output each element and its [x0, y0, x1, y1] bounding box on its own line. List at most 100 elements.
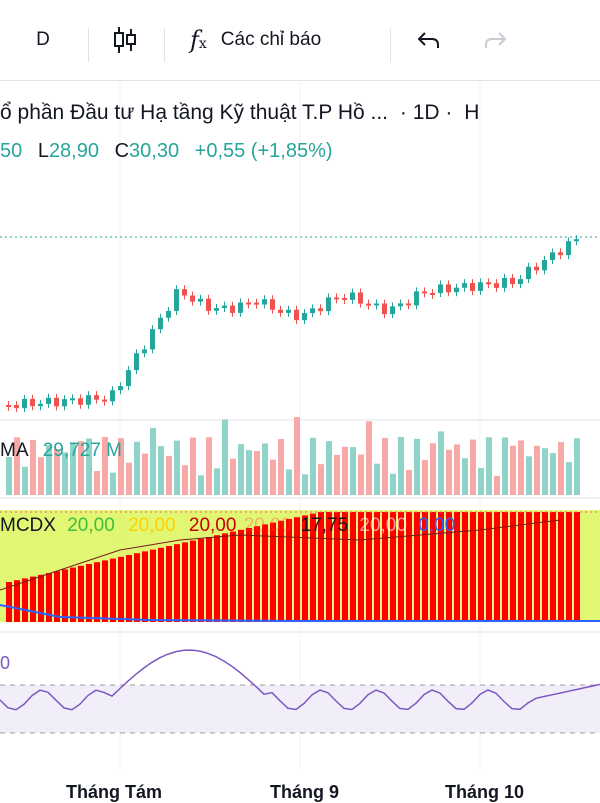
- mcdx-blue-line: [0, 604, 600, 622]
- candle-body: [134, 353, 139, 371]
- volume-bar: [222, 419, 228, 495]
- volume-bar: [566, 462, 572, 495]
- mcdx-bar: [510, 512, 516, 622]
- x-axis-label-oct: Tháng 10: [445, 782, 525, 802]
- mcdx-bar: [70, 567, 76, 622]
- symbol-name[interactable]: ổ phần Đầu tư Hạ tầng Kỹ thuật T.P Hồ ..…: [0, 101, 389, 124]
- symbol-trailing: H: [464, 101, 480, 124]
- mcdx-bar: [54, 571, 60, 622]
- candle-chart-type-icon[interactable]: [108, 22, 142, 58]
- volume-bar: [374, 463, 380, 495]
- toolbar-divider: [88, 28, 89, 62]
- volume-bar: [302, 474, 308, 495]
- rsi-indicator: [0, 649, 600, 734]
- mcdx-bar: [174, 544, 180, 622]
- volume-bar: [206, 437, 212, 495]
- low-value: 28,90: [48, 140, 99, 162]
- candle-body: [350, 292, 355, 300]
- candle-body: [390, 306, 395, 315]
- mcdx-bar: [334, 512, 340, 622]
- mcdx-bar: [30, 576, 36, 622]
- volume-bar: [190, 437, 196, 495]
- mcdx-bar: [542, 512, 548, 622]
- mcdx-dark-line: [0, 519, 561, 591]
- candle-body: [102, 399, 107, 402]
- x-axis-label-aug: Tháng Tám: [66, 782, 163, 802]
- volume-bar: [310, 437, 316, 495]
- open-value: 50: [0, 140, 23, 162]
- volume-bar: [102, 437, 108, 495]
- volume-bar: [94, 471, 100, 495]
- mcdx-bar: [22, 578, 28, 622]
- indicators-button[interactable]: fx Các chỉ báo: [190, 22, 372, 58]
- volume-bar: [542, 448, 548, 495]
- volume-bar: [54, 449, 60, 495]
- candle-body: [510, 277, 515, 285]
- candle-body: [534, 266, 539, 271]
- mcdx-bar: [454, 512, 460, 622]
- mcdx-bar: [294, 517, 300, 622]
- undo-icon[interactable]: [414, 22, 444, 58]
- volume-ma-value: 29,727 M: [42, 440, 122, 461]
- candle-body: [366, 303, 371, 306]
- candle-body: [70, 398, 75, 401]
- mcdx-value-6: 20,00: [359, 515, 407, 536]
- mcdx-bar: [110, 558, 116, 622]
- mcdx-bar: [102, 560, 108, 622]
- mcdx-bar: [326, 512, 332, 622]
- volume-bar: [526, 456, 532, 495]
- mcdx-bar: [310, 513, 316, 622]
- mcdx-bar: [14, 580, 20, 622]
- mcdx-bar: [486, 512, 492, 622]
- candle-body: [262, 299, 267, 305]
- volume-bar: [46, 445, 52, 495]
- candle-body: [294, 309, 299, 321]
- candle-body: [254, 302, 259, 305]
- candle-body: [246, 302, 251, 305]
- candle-body: [86, 395, 91, 405]
- volume-bar: [118, 438, 124, 495]
- candle-body: [446, 284, 451, 293]
- candle-body: [190, 295, 195, 302]
- volume-bar: [406, 469, 412, 495]
- volume-bar: [558, 442, 564, 495]
- mcdx-bar: [446, 512, 452, 622]
- mcdx-bar: [286, 519, 292, 622]
- candle-body: [142, 349, 147, 354]
- symbol-title-row: ổ phần Đầu tư Hạ tầng Kỹ thuật T.P Hồ ..…: [0, 101, 479, 125]
- volume-bar: [518, 440, 524, 495]
- volume-bar: [454, 444, 460, 495]
- toolbar-divider: [390, 28, 391, 62]
- candle-body: [118, 386, 123, 391]
- change-value: +0,55 (+1,85%): [194, 140, 333, 162]
- mcdx-bar: [254, 526, 260, 622]
- volume-bar: [150, 427, 156, 495]
- volume-bar: [574, 438, 580, 495]
- candle-body: [406, 303, 411, 306]
- interval-button[interactable]: D: [36, 29, 50, 50]
- mcdx-bar: [142, 551, 148, 622]
- volume-series: [6, 417, 580, 495]
- mcdx-bar: [566, 512, 572, 622]
- mcdx-bar: [534, 512, 540, 622]
- mcdx-bar: [470, 512, 476, 622]
- candle-body: [126, 370, 131, 387]
- volume-bar: [142, 453, 148, 495]
- mcdx-bar: [574, 512, 580, 622]
- mcdx-bar: [318, 512, 324, 622]
- candlestick-series: [6, 235, 579, 413]
- mcdx-bar: [182, 542, 188, 622]
- candle-body: [326, 297, 331, 312]
- mcdx-bar: [38, 574, 44, 622]
- mcdx-bar: [342, 512, 348, 622]
- volume-bar: [230, 458, 236, 495]
- candle-body: [430, 292, 435, 295]
- candle-body: [222, 305, 227, 309]
- candle-body: [550, 252, 555, 261]
- mcdx-value-2: 20,00: [128, 515, 176, 536]
- mcdx-bar: [246, 528, 252, 622]
- mcdx-value-7: 0,00: [418, 515, 456, 536]
- redo-icon[interactable]: [480, 22, 510, 58]
- candle-body: [270, 299, 275, 310]
